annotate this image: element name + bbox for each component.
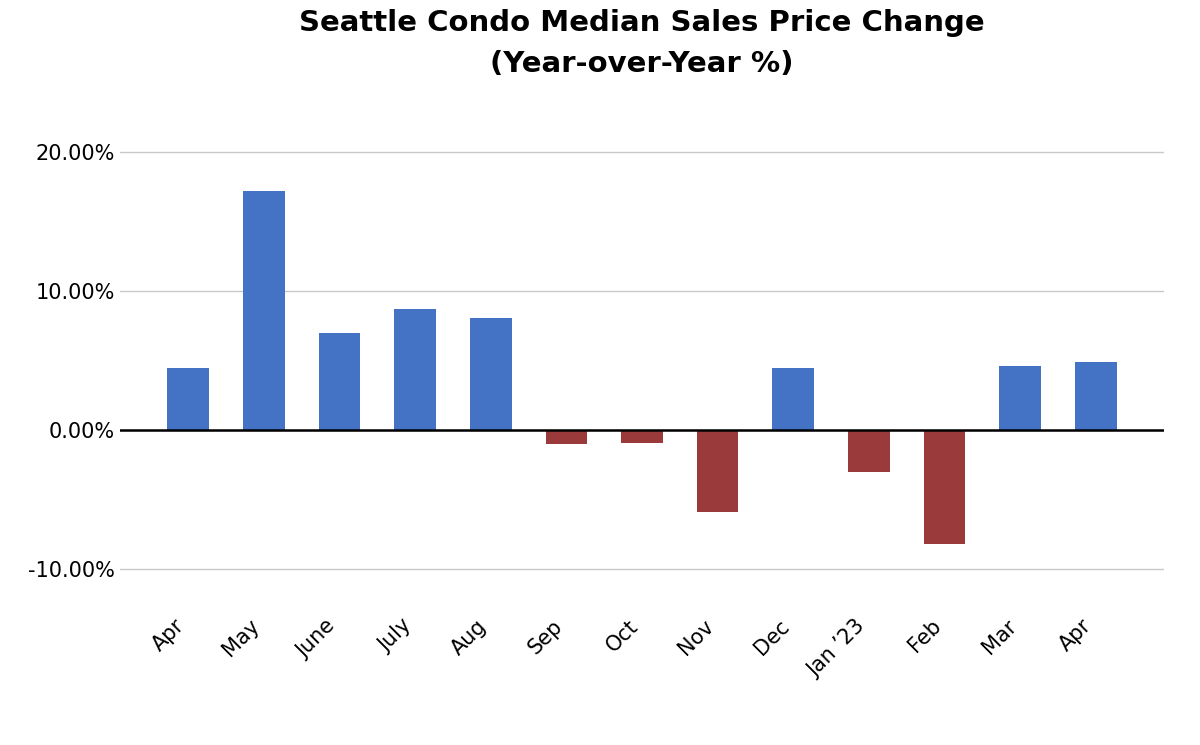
Title: Seattle Condo Median Sales Price Change
(Year-over-Year %): Seattle Condo Median Sales Price Change … [299, 9, 985, 77]
Bar [622, 431, 662, 443]
Bar [470, 318, 511, 431]
Bar [848, 431, 889, 472]
Bar [1075, 362, 1116, 431]
Bar [546, 431, 587, 444]
Bar [1000, 367, 1040, 431]
Bar [395, 309, 436, 431]
Bar [773, 368, 814, 431]
Bar [697, 431, 738, 513]
Bar [244, 191, 284, 431]
Bar [168, 368, 209, 431]
Bar [924, 431, 965, 544]
Bar [319, 333, 360, 431]
